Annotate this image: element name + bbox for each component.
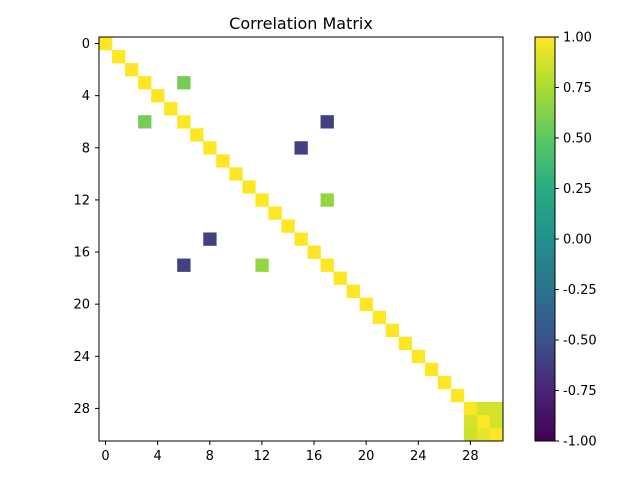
heatmap-cell [437, 375, 452, 390]
heatmap-cell [151, 89, 165, 103]
heatmap-cell [255, 193, 269, 207]
y-tick-label: 4 [82, 89, 90, 104]
heatmap-cell [450, 388, 465, 403]
heatmap-cell [294, 232, 308, 246]
colorbar-tick-label: -0.50 [563, 334, 597, 349]
heatmap-cell [203, 141, 217, 155]
colorbar-tick-label: 0.00 [563, 233, 592, 248]
heatmap-cell [99, 37, 113, 51]
heatmap-cell [255, 258, 269, 272]
heatmap-cell [489, 401, 504, 416]
heatmap-cell [359, 297, 373, 311]
heatmap-cell [372, 310, 387, 325]
heatmap-cell [125, 63, 139, 77]
heatmap-cell [242, 180, 256, 194]
heatmap-cell [398, 336, 413, 351]
x-tick-label: 12 [254, 449, 271, 464]
y-tick-label: 16 [73, 246, 90, 261]
heatmap-cell [138, 115, 152, 129]
heatmap-cell [164, 102, 178, 116]
heatmap-cell [177, 258, 191, 272]
heatmap-cell [463, 414, 478, 429]
x-tick-label: 0 [101, 449, 109, 464]
y-tick-label: 8 [82, 141, 90, 156]
heatmap-cell [229, 167, 243, 181]
heatmap-cell [476, 427, 491, 442]
heatmap-cell [177, 115, 191, 129]
heatmap-cell [476, 401, 491, 416]
x-tick-label: 28 [462, 449, 479, 464]
y-tick-label: 20 [73, 298, 90, 313]
heatmap-cell [463, 401, 478, 416]
heatmap-cell [281, 219, 295, 233]
x-tick-label: 24 [410, 449, 427, 464]
colorbar-tick-label: 0.75 [563, 81, 592, 96]
heatmap-cell [320, 115, 334, 129]
heatmap-cell [294, 141, 308, 155]
y-tick-label: 0 [82, 37, 90, 52]
y-tick-label: 28 [73, 402, 90, 417]
heatmap-cell [177, 76, 191, 90]
colorbar-tick-label: 0.50 [563, 132, 592, 147]
x-tick-label: 16 [306, 449, 323, 464]
heatmap-cell [268, 206, 282, 220]
heatmap-cells [99, 37, 504, 442]
x-tick-label: 4 [154, 449, 162, 464]
heatmap-cell [320, 258, 334, 272]
heatmap-plot-frame [98, 36, 504, 442]
heatmap-cell [333, 271, 347, 285]
heatmap-cell [203, 232, 217, 246]
heatmap-cell [489, 427, 504, 442]
heatmap-cell [307, 245, 321, 259]
heatmap-cell [424, 362, 439, 377]
colorbar-tick-label: 1.00 [563, 31, 592, 46]
y-tick-label: 24 [73, 350, 90, 365]
colorbar-tick-label: 0.25 [563, 182, 592, 197]
heatmap-cell [138, 76, 152, 90]
y-axis-ticks: 0 4 8 12 16 20 24 28 [73, 37, 99, 417]
heatmap-cell [346, 284, 360, 298]
heatmap-cell [216, 154, 230, 168]
heatmap-cell [385, 323, 400, 338]
heatmap-cell [411, 349, 426, 364]
chart-title: Correlation Matrix [229, 14, 373, 33]
x-tick-label: 20 [358, 449, 375, 464]
heatmap-cell [112, 50, 126, 64]
heatmap-cell [320, 193, 334, 207]
heatmap-cell [463, 427, 478, 442]
colorbar-tick-label: -0.25 [563, 283, 597, 298]
x-tick-label: 8 [206, 449, 214, 464]
colorbar-tick-label: -0.75 [563, 384, 597, 399]
colorbar-ticks: 1.00 0.75 0.50 0.25 0.00 -0.25 -0.50 -0.75 -1.00 [555, 31, 597, 450]
colorbar-tick-label: -1.00 [563, 435, 597, 450]
heatmap-cell [476, 414, 491, 429]
x-axis-ticks: 0 4 8 12 16 20 24 28 [101, 441, 479, 464]
heatmap-cell [489, 414, 504, 429]
y-tick-label: 12 [73, 193, 90, 208]
heatmap-cell [190, 128, 204, 142]
colorbar [534, 36, 556, 442]
